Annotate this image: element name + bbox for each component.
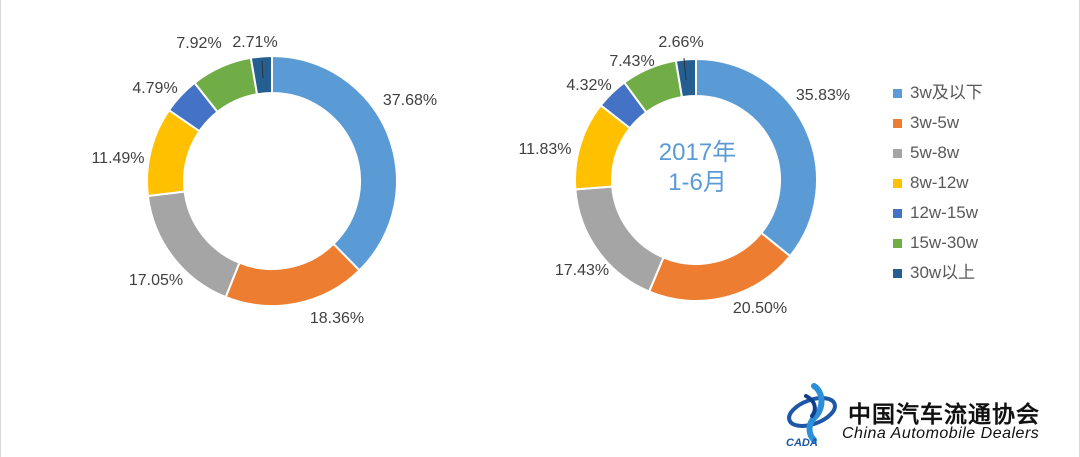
legend-swatch: [893, 269, 902, 278]
legend-swatch: [893, 239, 902, 248]
data-label: 17.43%: [555, 262, 609, 279]
left-border: [0, 0, 1, 457]
donut-slice: [249, 54, 273, 96]
donut-slice: [271, 54, 398, 272]
legend-label: 5w-8w: [910, 143, 960, 162]
legend-label: 30w以上: [910, 263, 976, 282]
donut-slice: [224, 242, 361, 307]
legend-label: 15w-30w: [910, 233, 979, 252]
data-label: 11.83%: [518, 141, 571, 158]
logo-name-cn: 中国汽车流通协会: [848, 401, 1040, 427]
data-label: 17.05%: [129, 272, 183, 289]
legend-label: 3w-5w: [910, 113, 960, 132]
legend-item: 3w及以下: [893, 82, 1063, 112]
svg-text:CADA: CADA: [786, 437, 818, 448]
legend-label: 3w及以下: [910, 83, 983, 102]
center-label-period: 1-6月: [668, 169, 727, 196]
legend-item: 15w-30w: [893, 232, 1063, 262]
data-label: 2.71%: [232, 34, 277, 51]
legend-item: 12w-15w: [893, 202, 1063, 232]
center-label-year: 2017年: [658, 139, 737, 166]
legend: 3w及以下 3w-5w 5w-8w 8w-12w 12w-15w 15w-30w…: [893, 82, 1063, 292]
logo-name-en: China Automobile Dealers: [842, 425, 1040, 442]
donut-slice: [647, 231, 792, 302]
legend-item: 5w-8w: [893, 142, 1063, 172]
data-label: 7.92%: [176, 35, 221, 52]
cada-logo: CADA 中国汽车流通协会 China Automobile Dealers: [784, 380, 1074, 452]
legend-swatch: [893, 209, 902, 218]
legend-item: 8w-12w: [893, 172, 1063, 202]
data-label: 7.43%: [609, 53, 654, 70]
legend-swatch: [893, 89, 902, 98]
data-label: 18.36%: [310, 310, 364, 327]
data-label: 37.68%: [383, 92, 437, 109]
data-label: 20.50%: [733, 300, 787, 317]
data-label: 4.32%: [566, 77, 611, 94]
legend-item: 30w以上: [893, 262, 1063, 292]
cada-emblem-icon: CADA: [786, 383, 837, 448]
data-label: 4.79%: [132, 80, 177, 97]
legend-swatch: [893, 179, 902, 188]
data-label: 2.66%: [658, 34, 703, 51]
legend-item: 3w-5w: [893, 112, 1063, 142]
data-label: 11.49%: [91, 150, 144, 167]
legend-swatch: [893, 119, 902, 128]
legend-label: 8w-12w: [910, 173, 969, 192]
legend-swatch: [893, 149, 902, 158]
legend-label: 12w-15w: [910, 203, 979, 222]
leader-line: [683, 57, 687, 81]
data-label: 35.83%: [796, 87, 850, 104]
chart-center-label: 2017年 1-6月: [640, 138, 755, 198]
donut-slice: [695, 57, 818, 258]
leader-line: [261, 60, 264, 79]
